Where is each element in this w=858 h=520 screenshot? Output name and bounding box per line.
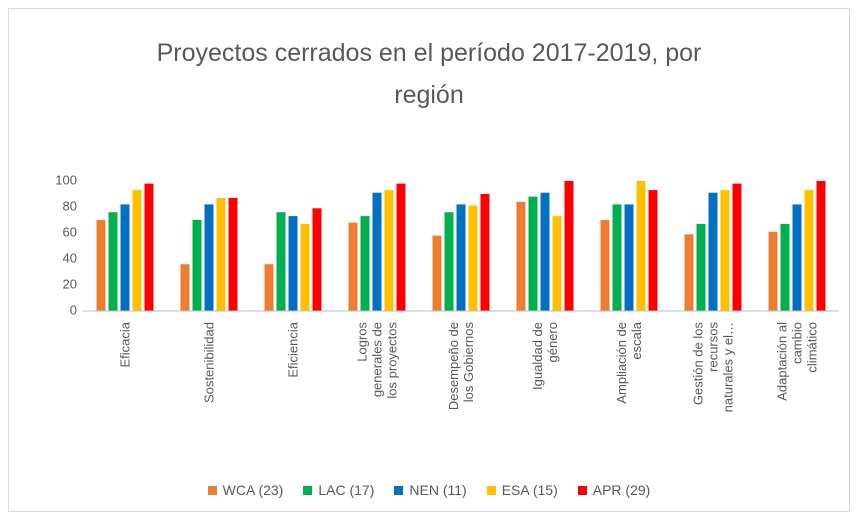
y-tick-label: 60 xyxy=(63,224,77,239)
bar xyxy=(816,181,826,311)
bar xyxy=(180,264,190,311)
bar xyxy=(348,222,358,311)
bar xyxy=(720,190,730,311)
bar xyxy=(768,231,778,311)
legend-label: ESA (15) xyxy=(501,482,558,498)
bar xyxy=(144,183,154,311)
bar xyxy=(96,220,106,311)
y-tick-label: 40 xyxy=(63,250,77,265)
bar xyxy=(264,264,274,311)
bar xyxy=(636,181,646,311)
bar xyxy=(372,192,382,311)
x-tick-label: Ampliación de escala xyxy=(614,322,644,404)
y-tick-label: 80 xyxy=(63,198,77,213)
bar xyxy=(192,220,202,311)
bar xyxy=(564,181,574,311)
bar xyxy=(612,204,622,311)
legend: WCA (23) LAC (17) NEN (11) ESA (15) APR (29) xyxy=(0,482,858,498)
bar xyxy=(528,196,538,311)
legend-swatch xyxy=(577,485,587,495)
bar xyxy=(432,235,442,311)
y-tick-label: 0 xyxy=(70,302,77,317)
bar xyxy=(132,190,142,311)
bar xyxy=(480,194,490,311)
x-tick-label: Gestión de los recursos naturales y el… xyxy=(690,322,736,413)
bar xyxy=(696,223,706,311)
bar xyxy=(468,205,478,311)
bar xyxy=(684,234,694,311)
y-tick-label: 100 xyxy=(55,172,77,187)
x-tick-label: Desempeño de los Gobiernos xyxy=(446,322,476,411)
bar xyxy=(540,192,550,311)
x-tick-label: Igualdad de género xyxy=(530,322,560,390)
x-tick-label: Eficiencia xyxy=(285,322,301,378)
legend-item: WCA (23) xyxy=(207,482,284,498)
legend-label: WCA (23) xyxy=(222,482,284,498)
legend-item: APR (29) xyxy=(577,482,651,498)
x-tick-label: Sostenibilidad xyxy=(201,322,217,403)
bar xyxy=(444,212,454,311)
bar xyxy=(204,204,214,311)
bar xyxy=(516,201,526,311)
chart-title: Proyectos cerrados en el período 2017-20… xyxy=(156,39,702,109)
legend-swatch xyxy=(394,485,404,495)
bar xyxy=(648,190,658,311)
x-tick-label: Adaptación al cambio climático xyxy=(774,322,820,401)
bar xyxy=(792,204,802,311)
x-tick-label: Eficacia xyxy=(117,322,133,368)
bar xyxy=(732,183,742,311)
bar xyxy=(804,190,814,311)
bar xyxy=(780,223,790,311)
bar xyxy=(216,197,226,311)
legend-item: ESA (15) xyxy=(486,482,558,498)
legend-label: NEN (11) xyxy=(409,482,467,498)
legend-label: APR (29) xyxy=(592,482,651,498)
bar xyxy=(228,197,238,311)
bar xyxy=(120,204,130,311)
legend-swatch xyxy=(207,485,217,495)
y-tick-label: 20 xyxy=(63,276,77,291)
bar xyxy=(600,220,610,311)
bar xyxy=(276,212,286,311)
bar xyxy=(300,223,310,311)
legend-swatch xyxy=(303,485,313,495)
bar xyxy=(552,216,562,311)
bar xyxy=(624,204,634,311)
legend-item: NEN (11) xyxy=(394,482,467,498)
bar xyxy=(708,192,718,311)
bar xyxy=(456,204,466,311)
bar xyxy=(108,212,118,311)
bar xyxy=(360,216,370,311)
bar xyxy=(396,183,406,311)
legend-swatch xyxy=(486,485,496,495)
bar xyxy=(288,216,298,311)
bar xyxy=(384,190,394,311)
x-tick-label: Logros generales de los proyectos xyxy=(354,322,400,399)
bar xyxy=(312,208,322,311)
legend-item: LAC (17) xyxy=(303,482,374,498)
legend-label: LAC (17) xyxy=(318,482,375,498)
